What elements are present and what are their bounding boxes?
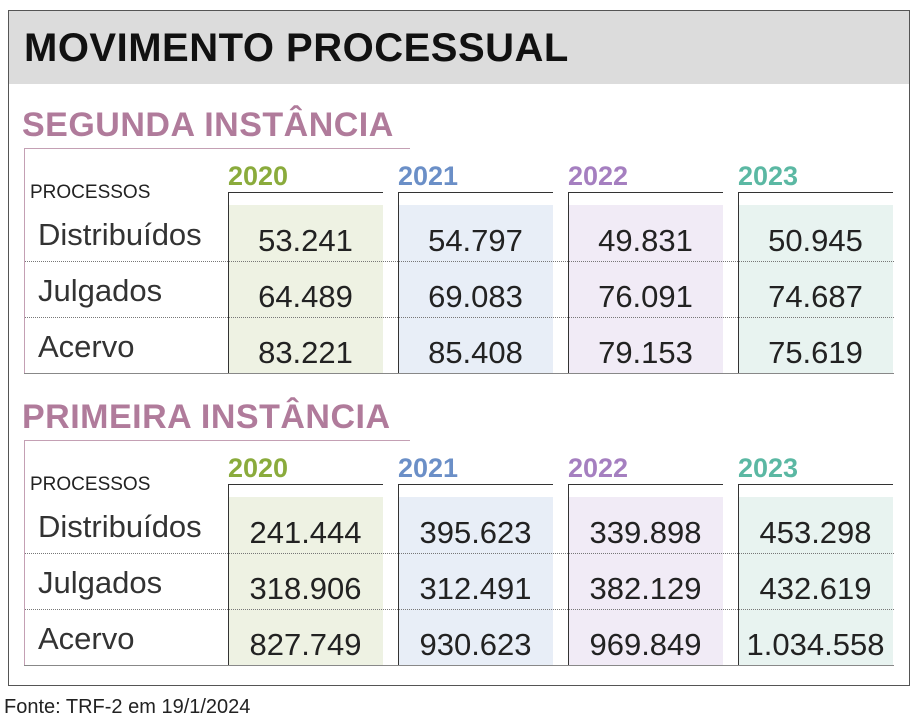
cell-value: 339.898	[589, 515, 702, 550]
row-label: Julgados	[38, 273, 163, 308]
column-rule	[568, 484, 569, 665]
year: 2022	[568, 453, 629, 483]
frame	[8, 10, 910, 686]
cell-value: 76.091	[598, 279, 693, 314]
cell-value: 318.906	[249, 571, 362, 606]
row-label: Acervo	[38, 621, 135, 656]
footer: Fonte: TRF-2 em 19/1/2024	[4, 696, 251, 718]
row-divider	[25, 609, 894, 610]
row-divider	[25, 261, 894, 262]
cell-value: 432.619	[759, 571, 872, 606]
title: MOVIMENTO PROCESSUAL	[24, 26, 569, 70]
column-rule	[398, 192, 399, 373]
cell-value: 395.623	[419, 515, 532, 550]
year-rule	[738, 484, 893, 485]
column-rule	[568, 192, 569, 373]
cell-value: 79.153	[598, 335, 693, 370]
box-top	[24, 148, 410, 149]
cell-value: 74.687	[768, 279, 863, 314]
column-rule	[398, 484, 399, 665]
cell-value: 54.797	[428, 223, 523, 258]
cell-value: 1.034.558	[746, 627, 885, 662]
year-rule	[398, 192, 553, 193]
year: 2021	[398, 161, 459, 191]
row-label: Julgados	[38, 565, 163, 600]
year: 2023	[738, 161, 799, 191]
column-bg	[229, 497, 383, 665]
column-bg	[569, 497, 723, 665]
cell-value: 85.408	[428, 335, 523, 370]
column-bg	[229, 205, 383, 373]
cell-value: 69.083	[428, 279, 523, 314]
year-rule	[568, 484, 723, 485]
box-left	[24, 148, 25, 374]
year: 2020	[228, 161, 289, 191]
column-rule	[228, 484, 229, 665]
year-rule	[228, 192, 383, 193]
cell-value: 83.221	[258, 335, 353, 370]
column-rule	[738, 192, 739, 373]
cell-value: 75.619	[768, 335, 863, 370]
cell-value: 241.444	[249, 515, 362, 550]
column-bg	[569, 205, 723, 373]
cell-value: 382.129	[589, 571, 702, 606]
cell-value: 64.489	[258, 279, 353, 314]
year-rule	[738, 192, 893, 193]
box-bottom	[24, 373, 894, 374]
box-top	[24, 440, 410, 441]
box-left	[24, 440, 25, 666]
column-bg	[739, 205, 893, 373]
year-rule	[228, 484, 383, 485]
box-bottom	[24, 665, 894, 666]
cell-value: 930.623	[419, 627, 532, 662]
processos-label: PROCESSOS	[30, 474, 151, 495]
row-divider	[25, 553, 894, 554]
row-label: Distribuídos	[38, 217, 202, 252]
column-bg	[739, 497, 893, 665]
section-title: SEGUNDA INSTÂNCIA	[22, 106, 394, 144]
cell-value: 969.849	[589, 627, 702, 662]
header-band	[9, 11, 909, 84]
year-rule	[568, 192, 723, 193]
row-divider	[25, 317, 894, 318]
section-title: PRIMEIRA INSTÂNCIA	[22, 398, 391, 436]
cell-value: 49.831	[598, 223, 693, 258]
cell-value: 53.241	[258, 223, 353, 258]
year: 2020	[228, 453, 289, 483]
processos-label: PROCESSOS	[30, 182, 151, 203]
column-rule	[228, 192, 229, 373]
row-label: Acervo	[38, 329, 135, 364]
cell-value: 312.491	[419, 571, 532, 606]
year: 2023	[738, 453, 799, 483]
cell-value: 827.749	[249, 627, 362, 662]
cell-value: 453.298	[759, 515, 872, 550]
column-bg	[399, 205, 553, 373]
row-label: Distribuídos	[38, 509, 202, 544]
cell-value: 50.945	[768, 223, 863, 258]
year-rule	[398, 484, 553, 485]
column-rule	[738, 484, 739, 665]
year: 2022	[568, 161, 629, 191]
year: 2021	[398, 453, 459, 483]
column-bg	[399, 497, 553, 665]
